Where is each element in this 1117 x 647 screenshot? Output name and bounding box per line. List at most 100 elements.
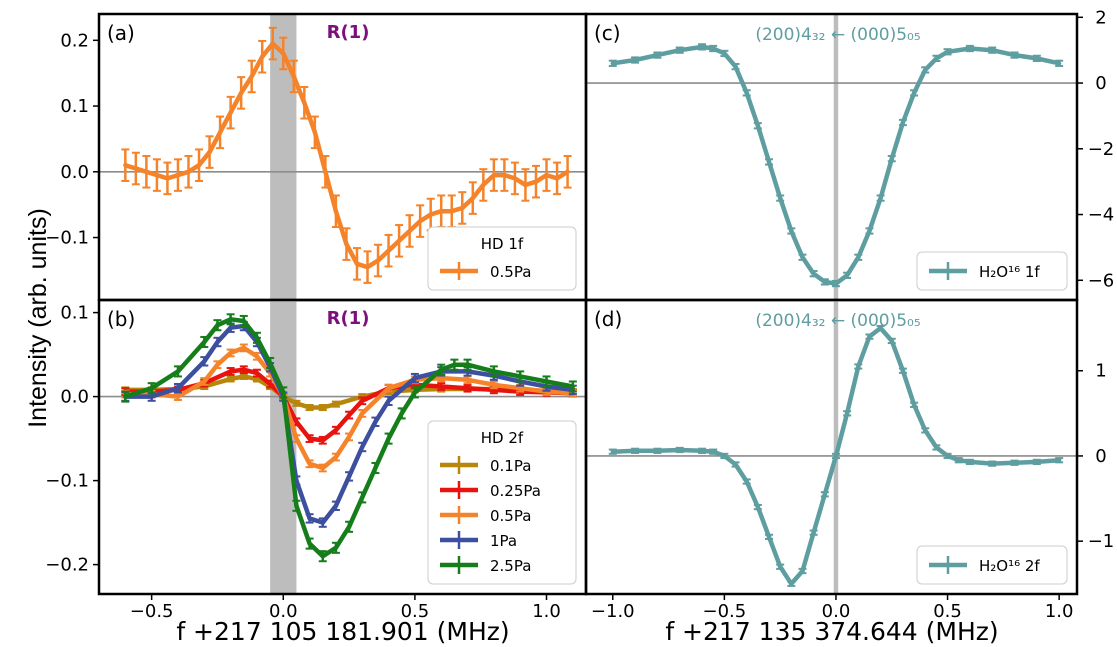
data-point bbox=[165, 176, 170, 181]
data-point bbox=[144, 169, 149, 174]
data-point bbox=[241, 318, 246, 324]
data-point bbox=[241, 374, 246, 379]
data-point bbox=[346, 412, 352, 418]
data-point bbox=[320, 438, 325, 443]
data-point bbox=[254, 376, 260, 382]
data-point bbox=[733, 462, 738, 467]
transition-label: R(1) bbox=[327, 22, 370, 43]
data-point bbox=[777, 195, 783, 201]
data-point bbox=[900, 120, 906, 125]
data-point bbox=[867, 228, 872, 234]
series-2.5Pa bbox=[121, 313, 577, 563]
y-axis-label: Intensity (arb. units) bbox=[24, 208, 52, 428]
data-point bbox=[428, 212, 433, 217]
data-point bbox=[412, 375, 418, 381]
data-point bbox=[373, 419, 378, 424]
legend-entry: 0.5Pa bbox=[490, 507, 531, 525]
data-point bbox=[491, 369, 497, 374]
data-point bbox=[344, 241, 349, 247]
data-point bbox=[945, 49, 950, 55]
data-point bbox=[196, 163, 202, 168]
data-point bbox=[202, 339, 207, 345]
data-point bbox=[967, 46, 973, 51]
data-point bbox=[911, 90, 917, 96]
data-point bbox=[833, 281, 839, 286]
data-point bbox=[217, 130, 223, 135]
data-point bbox=[439, 367, 444, 372]
data-point bbox=[811, 530, 816, 535]
data-point bbox=[481, 182, 486, 188]
legend-entry: 2.5Pa bbox=[490, 557, 531, 575]
x-tick-label: 0.0 bbox=[822, 601, 851, 622]
legend: H₂O¹⁶ 1f bbox=[916, 251, 1068, 291]
data-point bbox=[294, 436, 299, 441]
legend-entry: H₂O¹⁶ 1f bbox=[979, 263, 1040, 281]
data-point bbox=[360, 495, 365, 500]
data-point bbox=[241, 345, 246, 351]
data-point bbox=[360, 411, 365, 416]
data-point bbox=[956, 458, 961, 463]
data-point bbox=[449, 209, 454, 214]
transition-label: R(1) bbox=[327, 308, 370, 329]
data-point bbox=[470, 195, 476, 201]
data-point bbox=[800, 568, 805, 574]
data-point bbox=[544, 379, 549, 384]
panel-label: (c) bbox=[594, 21, 621, 45]
legend-title: HD 2f bbox=[481, 429, 524, 447]
data-point bbox=[249, 74, 254, 79]
panel-c: −6 −4 −2 0 2 (c) (200)4₃₂ ← (000)5₀₅ H₂O¹⁶ 1f bbox=[584, 7, 1115, 302]
y-tick-label: −4 bbox=[1088, 205, 1115, 226]
x-tick-label: −1.0 bbox=[591, 601, 635, 622]
legend-box bbox=[916, 545, 1068, 585]
data-point bbox=[267, 381, 273, 387]
y-tick-label: 0.1 bbox=[60, 303, 89, 324]
data-point bbox=[175, 369, 181, 374]
y-tick-label: −0.2 bbox=[45, 555, 89, 576]
data-point bbox=[544, 172, 549, 178]
data-point bbox=[766, 534, 772, 540]
x-axis-label-right: f +217 135 374.644 (MHz) bbox=[665, 617, 998, 646]
data-point bbox=[333, 401, 339, 407]
data-point bbox=[439, 209, 444, 214]
data-point bbox=[491, 172, 497, 178]
data-point bbox=[360, 444, 365, 450]
data-point bbox=[610, 61, 615, 66]
data-point bbox=[822, 279, 828, 285]
data-point bbox=[281, 51, 286, 56]
data-point bbox=[1056, 61, 1062, 66]
data-point bbox=[699, 44, 705, 50]
data-point bbox=[228, 317, 233, 322]
data-point bbox=[228, 325, 233, 330]
data-point bbox=[677, 47, 682, 53]
y-tick-label: 2 bbox=[1095, 7, 1106, 28]
data-point bbox=[375, 258, 381, 263]
data-point bbox=[228, 376, 233, 382]
data-point bbox=[254, 335, 260, 340]
data-point bbox=[989, 47, 995, 53]
data-point bbox=[294, 419, 299, 424]
data-point bbox=[610, 449, 615, 454]
data-point bbox=[744, 479, 749, 484]
data-point bbox=[523, 182, 528, 188]
data-point bbox=[889, 338, 894, 344]
data-point bbox=[123, 394, 128, 399]
y-tick-label: 0 bbox=[1095, 73, 1106, 94]
data-point bbox=[632, 57, 638, 63]
x-tick-label: −0.5 bbox=[130, 601, 174, 622]
y-tick-label: −1 bbox=[1088, 531, 1115, 552]
data-point bbox=[867, 334, 872, 339]
data-point bbox=[333, 545, 339, 550]
data-point bbox=[711, 449, 716, 454]
data-point bbox=[517, 374, 523, 379]
data-point bbox=[934, 56, 939, 61]
data-point bbox=[399, 411, 404, 416]
data-point bbox=[878, 195, 883, 201]
data-point bbox=[154, 172, 160, 178]
data-point bbox=[655, 52, 660, 58]
data-point bbox=[465, 362, 470, 367]
data-point bbox=[215, 339, 220, 345]
data-point bbox=[833, 453, 839, 459]
data-point bbox=[789, 581, 794, 586]
x-axis-label-left: f +217 105 181.901 (MHz) bbox=[176, 617, 509, 646]
data-point bbox=[1034, 459, 1040, 465]
